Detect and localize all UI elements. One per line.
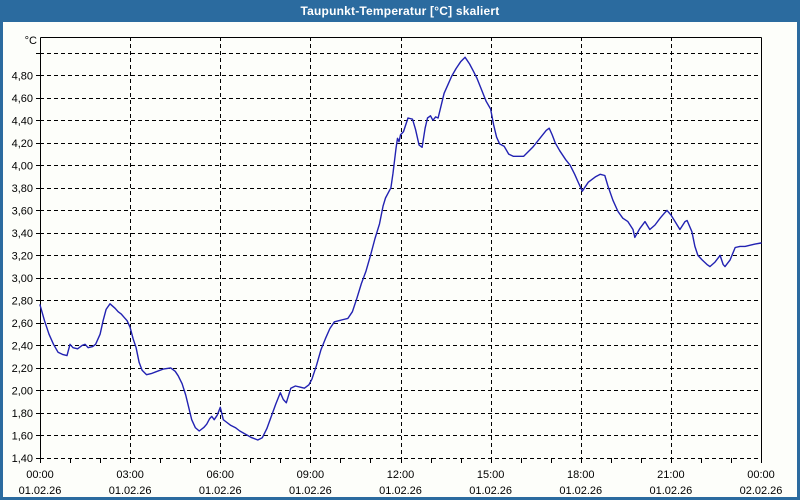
x-tick-time-label: 09:00 — [297, 469, 325, 481]
y-tick-label: 2,60 — [12, 318, 33, 330]
x-tick-time-label: 18:00 — [567, 469, 595, 481]
x-tick-time-label: 12:00 — [387, 469, 415, 481]
x-tick-date-label: 01.02.26 — [469, 485, 512, 497]
y-tick-label: 1,40 — [12, 453, 33, 465]
y-tick-label: 2,80 — [12, 295, 33, 307]
x-tick-time-label: 06:00 — [206, 469, 234, 481]
y-axis-labels: 1,40 1,60 1,80 2,00 2,20 2,40 2,60 2,80 3,00 3,20… — [12, 35, 37, 465]
y-tick-label: 3,00 — [12, 273, 33, 285]
y-tick-label: 1,80 — [12, 408, 33, 420]
chart-title: Taupunkt-Temperatur [°C] skaliert — [300, 4, 500, 18]
y-tick-label: 3,20 — [12, 250, 33, 262]
x-axis-labels: 00:00 01.02.26 03:00 01.02.26 06:00 01.02.26 0… — [19, 469, 783, 497]
y-tick-label: 4,20 — [12, 138, 33, 150]
axis-ticks — [36, 53, 762, 463]
x-tick-time-label: 03:00 — [116, 469, 144, 481]
chart-title-bar: Taupunkt-Temperatur [°C] skaliert — [0, 0, 800, 22]
x-tick-time-label: 21:00 — [657, 469, 685, 481]
y-axis-unit-label: °C — [25, 35, 37, 47]
y-tick-label: 3,60 — [12, 205, 33, 217]
x-tick-date-label: 01.02.26 — [109, 485, 152, 497]
x-tick-date-label: 01.02.26 — [559, 485, 602, 497]
x-tick-date-label: 01.02.26 — [379, 485, 422, 497]
x-tick-date-label: 02.02.26 — [740, 485, 783, 497]
gridlines — [40, 37, 761, 459]
x-tick-time-label: 00:00 — [747, 469, 775, 481]
y-tick-label: 2,40 — [12, 340, 33, 352]
x-tick-date-label: 01.02.26 — [649, 485, 692, 497]
y-tick-label: 4,60 — [12, 93, 33, 105]
y-tick-label: 1,60 — [12, 430, 33, 442]
y-tick-label: 2,20 — [12, 363, 33, 375]
y-tick-label: 2,00 — [12, 385, 33, 397]
x-tick-time-label: 00:00 — [26, 469, 54, 481]
y-tick-label: 3,40 — [12, 228, 33, 240]
y-tick-label: 4,00 — [12, 160, 33, 172]
axes — [40, 37, 762, 459]
y-tick-label: 4,40 — [12, 115, 33, 127]
x-tick-date-label: 01.02.26 — [199, 485, 242, 497]
x-tick-time-label: 15:00 — [477, 469, 505, 481]
dewpoint-line-chart: 1,40 1,60 1,80 2,00 2,20 2,40 2,60 2,80 3,00 3,20… — [12, 35, 783, 497]
y-tick-label: 4,80 — [12, 70, 33, 82]
x-tick-date-label: 01.02.26 — [289, 485, 332, 497]
series-line — [39, 56, 762, 441]
x-tick-date-label: 01.02.26 — [19, 485, 62, 497]
y-tick-label: 3,80 — [12, 183, 33, 195]
